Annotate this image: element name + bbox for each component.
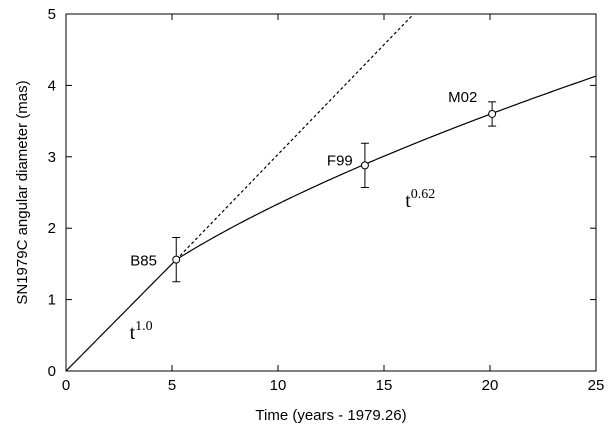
y-tick-label: 2: [48, 220, 56, 237]
y-tick-label: 5: [48, 6, 56, 23]
x-tick-label: 0: [62, 377, 70, 394]
data-point-label: M02: [448, 89, 477, 106]
x-tick-label: 10: [270, 377, 287, 394]
series-line-model: [65, 75, 597, 372]
y-axis-label: SN1979C angular diameter (mas): [14, 80, 31, 304]
series-line-linear-extrapolation: [175, 13, 415, 261]
power-law-annotation: t0.62: [405, 187, 435, 212]
y-tick-label: 4: [48, 77, 56, 94]
plot-frame: [65, 13, 597, 372]
x-tick-label: 20: [482, 377, 499, 394]
data-point: [172, 255, 181, 264]
x-axis-label: Time (years - 1979.26): [255, 407, 406, 424]
data-point-label: B85: [130, 253, 157, 270]
power-law-annotation: t1.0: [130, 319, 153, 344]
y-tick-label: 0: [48, 363, 56, 380]
x-tick-label: 5: [168, 377, 176, 394]
y-tick-label: 3: [48, 149, 56, 166]
x-tick-label: 25: [588, 377, 605, 394]
plot-area: 0 5 10 15 20 25 0 1 2 3 4 5 B85 F99 M02 t1.0 t0.62: [48, 6, 605, 394]
data-point: [488, 109, 497, 118]
data-point-label: F99: [327, 152, 353, 169]
data-point: [360, 161, 369, 170]
x-tick-label: 15: [376, 377, 393, 394]
y-tick-label: 1: [48, 292, 56, 309]
